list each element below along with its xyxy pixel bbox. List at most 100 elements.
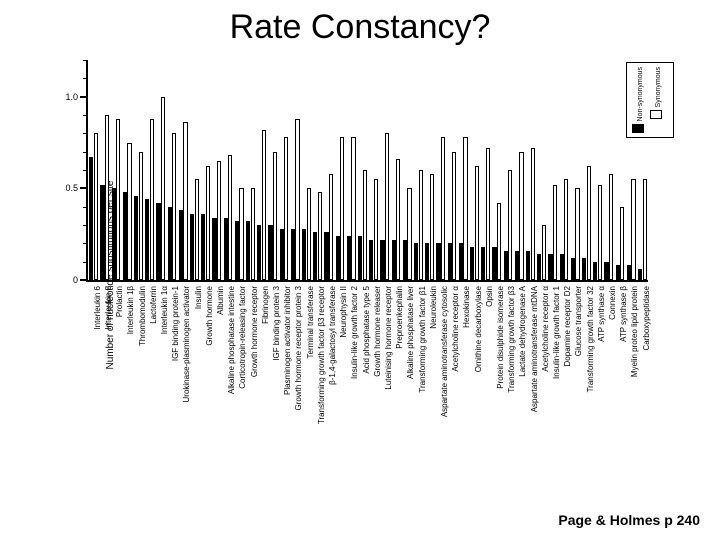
bar-syn <box>519 152 523 280</box>
x-label: Interleukin 2 <box>104 286 113 330</box>
bar-nonsyn <box>604 262 608 280</box>
x-label: Growth hormone receptor protein 3 <box>294 286 303 411</box>
bar-syn <box>172 133 176 280</box>
x-label: Protein disulphide isomerase <box>496 286 505 389</box>
x-label: ATP synthase α <box>597 286 606 342</box>
bar-syn <box>430 174 434 280</box>
x-label: Acetylcholine receptor α <box>451 286 460 372</box>
bar-nonsyn <box>302 229 306 280</box>
bar-syn <box>273 152 277 280</box>
bar-syn <box>463 137 467 280</box>
x-label: Albumin <box>216 286 225 315</box>
bar-nonsyn <box>459 243 463 280</box>
x-label: Transforming growth factor 32 <box>586 286 595 392</box>
x-label: Alkaline phosphatase liver <box>406 286 415 379</box>
page-title: Rate Constancy? <box>0 8 720 47</box>
x-label: Aspartate aminotransferase mtDNA <box>530 286 539 412</box>
bar-nonsyn <box>492 247 496 280</box>
bar-nonsyn <box>112 188 116 280</box>
bar-nonsyn <box>280 229 284 280</box>
bar-nonsyn <box>515 251 519 280</box>
bar-nonsyn <box>571 258 575 280</box>
bar-syn <box>139 152 143 280</box>
bar-syn <box>497 203 501 280</box>
bar-nonsyn <box>369 240 373 280</box>
bar-nonsyn <box>448 243 452 280</box>
bar-syn <box>407 188 411 280</box>
x-label: Growth hormone receptor <box>250 286 259 377</box>
x-label: ATP synthase β <box>619 286 628 342</box>
x-label: Transforming growth factor β1 <box>418 286 427 393</box>
bar-syn <box>643 179 647 280</box>
bar-nonsyn <box>190 214 194 280</box>
x-label: Lactate dehydrogenase A <box>518 286 527 377</box>
bar-syn <box>385 133 389 280</box>
x-label: β-1,4-galactosyl transferase <box>328 286 337 385</box>
bar-syn <box>94 133 98 280</box>
bar-nonsyn <box>179 210 183 280</box>
bar-nonsyn <box>324 232 328 280</box>
x-label: Transforming growth factor β3 receptor <box>317 286 326 424</box>
bar-syn <box>631 179 635 280</box>
x-label: IGF binding protein 3 <box>272 286 281 361</box>
chart: Number of nucleotide substitutions per s… <box>40 60 680 490</box>
bar-nonsyn <box>145 199 149 280</box>
bar-nonsyn <box>257 225 261 280</box>
x-label: Prolactin <box>115 286 124 317</box>
bar-syn <box>553 185 557 280</box>
bar-syn <box>206 166 210 280</box>
bar-nonsyn <box>156 203 160 280</box>
x-label: Connexin <box>608 286 617 320</box>
bar-nonsyn <box>638 269 642 280</box>
bar-nonsyn <box>380 240 384 280</box>
bar-nonsyn <box>100 185 104 280</box>
bar-syn <box>452 152 456 280</box>
bar-syn <box>217 161 221 280</box>
x-label: Interleukin 6 <box>93 286 102 330</box>
x-label: Insulin-like growth factor 2 <box>350 286 359 379</box>
bar-syn <box>307 188 311 280</box>
bar-nonsyn <box>168 207 172 280</box>
x-label: Alkaline phosphatase intestine <box>227 286 236 394</box>
x-label: Ornithine decarboxylase <box>474 286 483 372</box>
x-labels: Interleukin 6Interleukin 2ProlactinInter… <box>86 286 646 486</box>
bar-nonsyn <box>212 218 216 280</box>
bar-syn <box>318 192 322 280</box>
bar-syn <box>351 137 355 280</box>
bar-syn <box>262 130 266 280</box>
bar-nonsyn <box>392 240 396 280</box>
x-label: Acetylcholine receptor α <box>541 286 550 372</box>
bar-syn <box>542 225 546 280</box>
x-label: Plasminogen activator inhibitor <box>283 286 292 395</box>
bar-nonsyn <box>470 247 474 280</box>
x-label: Glucose transporter <box>574 286 583 356</box>
bar-syn <box>620 207 624 280</box>
bar-syn <box>127 143 131 281</box>
x-label: Lactoferrin <box>149 286 158 324</box>
x-label: Acid phosphatase type 5 <box>362 286 371 374</box>
x-label: Urokinase-plasminogen activator <box>182 286 191 403</box>
x-label: Neuroleukin <box>429 286 438 329</box>
bar-syn <box>295 119 299 280</box>
bar-nonsyn <box>627 265 631 280</box>
bar-syn <box>475 166 479 280</box>
legend-swatch-black <box>632 124 644 133</box>
x-label: Terminal transferase <box>306 286 315 358</box>
bar-syn <box>251 188 255 280</box>
x-label: Corticotropin-releasing factor <box>238 286 247 389</box>
bar-syn <box>161 97 165 280</box>
x-label: Neurophysin II <box>339 286 348 338</box>
bar-nonsyn <box>414 243 418 280</box>
bar-syn <box>116 119 120 280</box>
bar-syn <box>195 179 199 280</box>
bar-syn <box>329 174 333 280</box>
bar-nonsyn <box>593 262 597 280</box>
bar-nonsyn <box>235 221 239 280</box>
x-label: Insulin <box>194 286 203 309</box>
x-label: Thrombomodulin <box>138 286 147 346</box>
bar-syn <box>239 188 243 280</box>
bars-container <box>88 60 648 280</box>
bar-nonsyn <box>291 229 295 280</box>
bar-syn <box>374 179 378 280</box>
bar-syn <box>284 137 288 280</box>
